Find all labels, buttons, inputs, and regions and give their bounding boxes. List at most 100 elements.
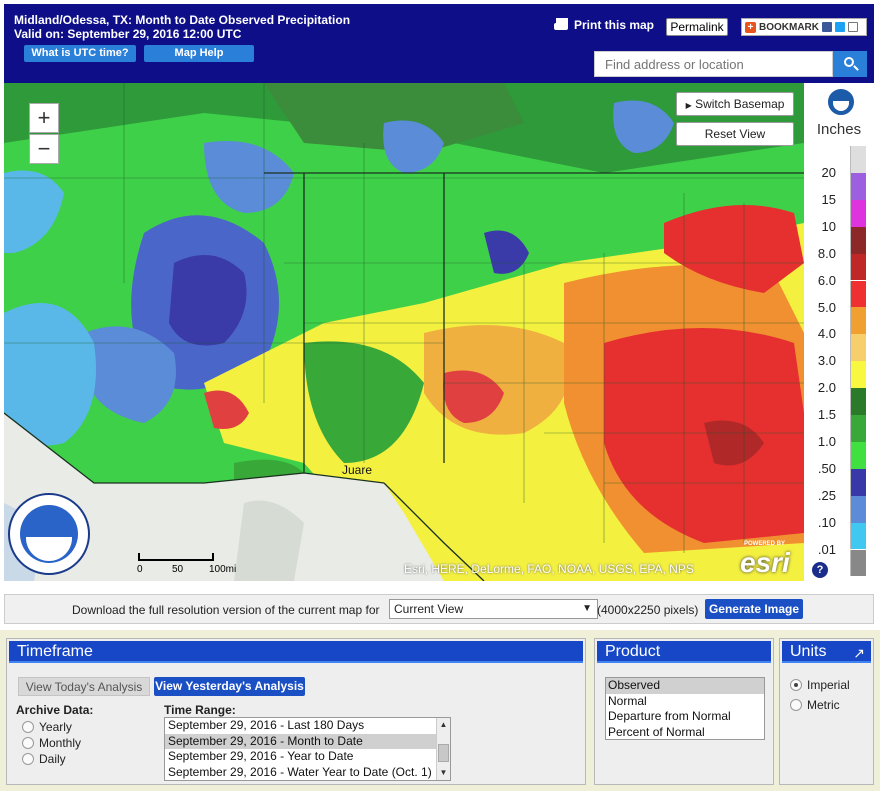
- search-button[interactable]: [833, 51, 867, 77]
- legend-swatch: [850, 146, 866, 173]
- scale-label-50: 50: [172, 564, 184, 575]
- download-extent-select[interactable]: Current View ▼: [389, 599, 598, 619]
- legend-swatch: [850, 226, 866, 254]
- view-today-button[interactable]: View Today's Analysis: [18, 677, 150, 696]
- legend-label: 2.0: [817, 380, 836, 396]
- radio-icon[interactable]: [22, 737, 34, 749]
- archive-data-label: Archive Data:: [16, 703, 94, 717]
- archive-monthly-option[interactable]: Monthly: [22, 736, 81, 750]
- esri-powered-label: POWERED BY: [744, 541, 786, 547]
- time-range-item[interactable]: September 29, 2016 - Year to Date: [168, 749, 354, 763]
- product-list[interactable]: Observed Normal Departure from Normal Pe…: [605, 677, 765, 740]
- legend-label: 15: [821, 191, 836, 207]
- download-size: (4000x2250 pixels): [597, 603, 699, 617]
- legend-label: 20: [821, 165, 836, 180]
- legend-label: 8.0: [817, 245, 836, 261]
- units-imperial-label: Imperial: [807, 678, 850, 692]
- email-icon[interactable]: [848, 22, 858, 32]
- zoom-in-button[interactable]: +: [29, 103, 59, 133]
- reset-view-button[interactable]: Reset View: [676, 122, 794, 146]
- print-map-link[interactable]: Print this map: [554, 18, 654, 32]
- precipitation-map[interactable]: + − ▶ Switch Basemap Reset View Juare 0 …: [4, 83, 804, 581]
- printer-icon: [554, 18, 570, 32]
- legend-swatch: [850, 361, 866, 389]
- search-icon: [844, 57, 854, 67]
- bookmark-button[interactable]: + BOOKMARK: [741, 18, 867, 36]
- archive-yearly-option[interactable]: Yearly: [22, 720, 72, 734]
- legend-swatch: [850, 253, 866, 281]
- legend-label: .01: [817, 541, 836, 557]
- time-range-list[interactable]: September 29, 2016 - Last 180 Days Septe…: [164, 717, 451, 781]
- legend-label: .50: [817, 460, 836, 476]
- header-bar: Midland/Odessa, TX: Month to Date Observ…: [4, 4, 874, 83]
- place-label: Juare: [342, 463, 373, 477]
- time-range-item[interactable]: September 29, 2016 - Last 180 Days: [168, 718, 365, 732]
- help-icon[interactable]: ?: [812, 562, 828, 578]
- legend-label: 3.0: [817, 353, 836, 369]
- switch-basemap-label: Switch Basemap: [695, 97, 785, 111]
- download-label: Download the full resolution version of …: [72, 603, 380, 617]
- archive-daily-option[interactable]: Daily: [22, 752, 66, 766]
- legend-swatch: [850, 280, 866, 308]
- precipitation-raster: [4, 83, 804, 581]
- noaa-logo-small: [826, 87, 856, 117]
- controls-area: Timeframe View Today's Analysis View Yes…: [0, 630, 880, 791]
- legend-label: 5.0: [817, 299, 836, 315]
- archive-monthly-label: Monthly: [39, 736, 82, 750]
- legend-swatch: [850, 549, 866, 577]
- legend-label: .25: [817, 487, 836, 503]
- radio-icon[interactable]: [790, 679, 802, 691]
- legend-swatch: [850, 199, 866, 227]
- legend-swatch: [850, 441, 866, 469]
- legend-label: 10: [821, 218, 836, 234]
- product-item[interactable]: Percent of Normal: [608, 724, 705, 739]
- units-title: Units ↗: [782, 641, 871, 663]
- legend-swatch: [850, 415, 866, 442]
- radio-icon[interactable]: [22, 721, 34, 733]
- switch-basemap-button[interactable]: ▶ Switch Basemap: [676, 92, 794, 116]
- time-range-item-selected[interactable]: September 29, 2016 - Month to Date: [165, 733, 450, 749]
- zoom-out-button[interactable]: −: [29, 134, 59, 164]
- page-title: Midland/Odessa, TX: Month to Date Observ…: [14, 13, 350, 41]
- units-imperial-option[interactable]: Imperial: [790, 678, 850, 692]
- product-item-selected[interactable]: Observed: [606, 678, 764, 694]
- archive-yearly-label: Yearly: [39, 720, 72, 734]
- twitter-icon[interactable]: [835, 22, 845, 32]
- timeframe-title: Timeframe: [9, 641, 583, 663]
- noaa-logo: [8, 493, 90, 575]
- utc-info-button[interactable]: What is UTC time?: [24, 45, 136, 62]
- product-item[interactable]: Departure from Normal: [608, 709, 731, 723]
- scroll-thumb[interactable]: [438, 744, 449, 762]
- product-title: Product: [597, 641, 771, 663]
- download-extent-value: Current View: [394, 602, 464, 616]
- plus-icon: +: [745, 21, 756, 33]
- time-range-item[interactable]: September 29, 2016 - Water Year to Date …: [168, 764, 432, 779]
- legend-label: .10: [817, 514, 836, 530]
- units-metric-label: Metric: [807, 698, 840, 712]
- chevron-down-icon: ▼: [582, 603, 592, 614]
- permalink-button[interactable]: Permalink: [666, 18, 728, 36]
- bookmark-label: BOOKMARK: [759, 21, 819, 33]
- map-help-button[interactable]: Map Help: [144, 45, 254, 62]
- radio-icon[interactable]: [22, 753, 34, 765]
- facebook-icon[interactable]: [822, 22, 832, 32]
- legend-swatch: [850, 334, 866, 362]
- product-panel: Product Observed Normal Departure from N…: [594, 638, 774, 785]
- legend-swatch: [850, 307, 866, 335]
- expand-arrow-icon[interactable]: ↗: [853, 645, 865, 661]
- units-title-label: Units: [790, 643, 827, 660]
- legend-swatch: [850, 172, 866, 200]
- scroll-down-icon[interactable]: ▼: [439, 768, 448, 777]
- time-range-scrollbar[interactable]: ▲ ▼: [436, 718, 450, 780]
- units-panel: Units ↗ Imperial Metric: [779, 638, 874, 785]
- location-search-input[interactable]: [594, 51, 833, 77]
- generate-image-button[interactable]: Generate Image: [705, 599, 803, 619]
- legend-label: 4.0: [817, 326, 836, 342]
- scroll-up-icon[interactable]: ▲: [439, 720, 448, 729]
- view-yesterday-button[interactable]: View Yesterday's Analysis: [154, 677, 305, 696]
- timeframe-panel: Timeframe View Today's Analysis View Yes…: [6, 638, 586, 785]
- scale-label-0: 0: [137, 564, 143, 575]
- units-metric-option[interactable]: Metric: [790, 698, 840, 712]
- radio-icon[interactable]: [790, 699, 802, 711]
- product-item[interactable]: Normal: [608, 693, 647, 708]
